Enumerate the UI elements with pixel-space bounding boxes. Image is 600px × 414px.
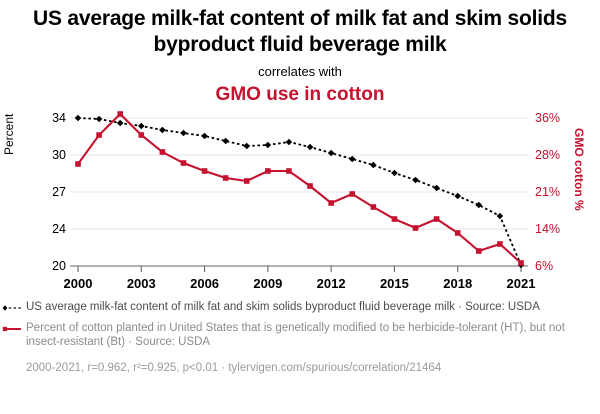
x-axis-tick-label: 2012 xyxy=(317,276,346,291)
right-axis-tick-label: 6% xyxy=(535,259,553,273)
data-point-marker xyxy=(285,138,293,146)
data-point-marker xyxy=(222,137,229,145)
data-point-marker xyxy=(159,126,166,134)
data-point-marker xyxy=(74,114,82,122)
data-point-marker xyxy=(476,248,482,254)
data-point-marker xyxy=(454,230,461,236)
right-axis-tick-label: 21% xyxy=(535,185,560,199)
legend-item-series-a: US average milk-fat content of milk fat … xyxy=(0,300,600,314)
data-point-marker xyxy=(243,178,250,184)
x-axis-tick-label: 2009 xyxy=(253,276,282,291)
chart-plot-area: 34 30 27 24 20 36% 28% 21% 14% 6% 2000 2003 2006 2009… xyxy=(0,104,600,294)
data-point-marker xyxy=(370,161,377,169)
right-axis-tick-label: 36% xyxy=(535,111,560,125)
data-point-marker xyxy=(496,212,504,220)
left-axis-tick-label: 20 xyxy=(52,259,66,273)
data-point-marker xyxy=(286,168,292,174)
data-point-marker xyxy=(348,155,356,163)
legend-item-series-b: Percent of cotton planted in United Stat… xyxy=(0,321,600,349)
data-point-marker xyxy=(117,111,123,117)
left-axis-tick-label: 34 xyxy=(52,111,66,125)
data-point-marker xyxy=(475,201,483,209)
data-point-marker xyxy=(328,200,334,206)
legend-marker-solid-icon xyxy=(2,326,21,332)
data-point-marker xyxy=(75,161,81,167)
title-block: US average milk-fat content of milk fat … xyxy=(0,6,600,107)
data-point-marker xyxy=(391,216,398,222)
data-point-marker xyxy=(370,204,377,210)
data-point-marker xyxy=(433,184,440,192)
data-point-marker xyxy=(180,129,187,137)
data-point-marker xyxy=(412,176,419,184)
legend-label-series-a: US average milk-fat content of milk fat … xyxy=(26,301,540,313)
data-point-marker xyxy=(201,132,208,140)
data-point-marker xyxy=(327,149,335,157)
data-point-marker xyxy=(307,183,313,189)
page-subtitle: GMO use in cotton xyxy=(215,84,385,105)
correlation-stats-text: 2000-2021, r=0.962, r²=0.925, p<0.01 · t… xyxy=(26,362,442,374)
x-axis-tick-label: 2015 xyxy=(380,276,409,291)
legend-marker-dotted-icon xyxy=(2,305,21,311)
right-axis-tick-label: 28% xyxy=(535,148,560,162)
data-point-marker xyxy=(159,149,166,155)
title-connector: correlates with xyxy=(258,64,342,79)
data-point-marker xyxy=(243,142,251,150)
data-point-marker xyxy=(137,122,145,130)
x-axis-tick-label: 2021 xyxy=(507,276,536,291)
left-axis-tick-label: 27 xyxy=(52,185,66,199)
data-point-marker xyxy=(201,168,208,174)
left-axis-tick-label: 30 xyxy=(52,148,66,162)
data-point-marker xyxy=(433,216,440,222)
data-point-marker xyxy=(518,260,524,266)
right-axis-tick-label: 14% xyxy=(535,222,560,236)
page-title: US average milk-fat content of milk fat … xyxy=(33,7,567,56)
series-line-milkfat xyxy=(77,117,522,266)
legend-label-series-b: Percent of cotton planted in United Stat… xyxy=(26,322,565,348)
x-axis-tick-label: 2003 xyxy=(127,276,156,291)
data-point-marker xyxy=(265,168,271,174)
x-axis-tick-label: 2006 xyxy=(190,276,219,291)
data-point-marker xyxy=(264,141,272,149)
data-point-marker xyxy=(180,160,187,166)
data-point-marker xyxy=(412,225,419,231)
series-line-gmo-cotton xyxy=(77,112,522,264)
x-axis-tick-label: 2018 xyxy=(443,276,472,291)
data-point-marker xyxy=(391,169,398,177)
correlation-line-chart: 34 30 27 24 20 36% 28% 21% 14% 6% 2000 2003 2006 2009… xyxy=(52,111,560,291)
legend-footer: 2000-2021, r=0.962, r²=0.925, p<0.01 · t… xyxy=(0,358,600,376)
data-point-marker xyxy=(222,175,229,181)
data-point-marker xyxy=(349,191,356,197)
x-axis-tick-label: 2000 xyxy=(64,276,93,291)
data-point-marker xyxy=(95,115,103,123)
data-point-marker xyxy=(454,192,462,200)
data-point-marker xyxy=(96,132,102,138)
data-point-marker xyxy=(116,119,124,127)
chart-legend: US average milk-fat content of milk fat … xyxy=(0,300,600,376)
data-point-marker xyxy=(306,143,314,151)
data-point-marker xyxy=(138,132,145,138)
left-axis-tick-label: 24 xyxy=(52,222,66,236)
data-point-marker xyxy=(497,241,503,247)
